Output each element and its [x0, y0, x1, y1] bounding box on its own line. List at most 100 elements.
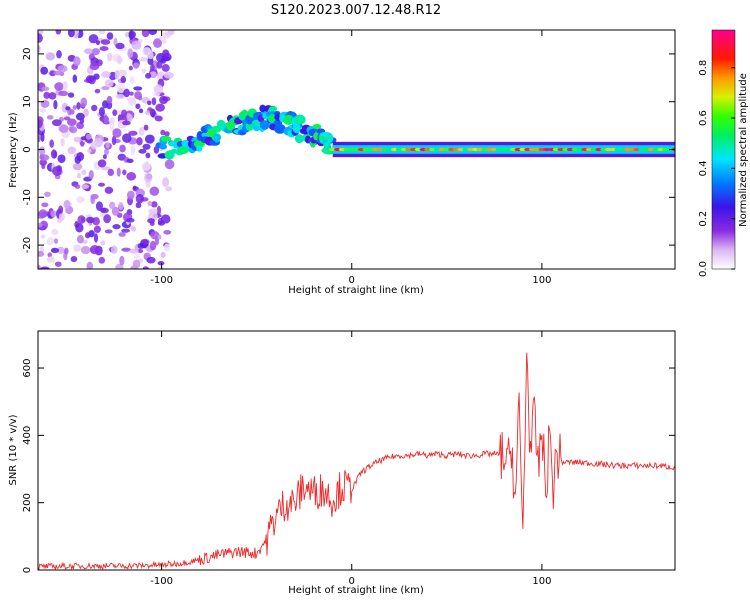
noise-blob	[118, 232, 126, 237]
ridge-blob	[313, 132, 320, 141]
noise-blob	[67, 92, 75, 98]
noise-blob	[129, 76, 135, 84]
noise-blob	[159, 95, 168, 105]
noise-blob	[85, 134, 92, 140]
snr-y-ticks: 0 200 400 600	[22, 358, 675, 573]
ridge-blob	[201, 132, 209, 138]
noise-blob	[63, 116, 71, 121]
noise-blob	[109, 122, 115, 132]
noise-blob	[147, 57, 154, 66]
ridge-blob	[292, 123, 301, 134]
noise-blob	[38, 251, 45, 257]
noise-blob	[72, 74, 78, 83]
noise-blob	[137, 248, 144, 254]
noise-blob	[38, 134, 41, 143]
noise-blob	[45, 52, 55, 61]
noise-blob	[95, 201, 103, 212]
noise-blob	[80, 136, 88, 141]
snr-frame	[37, 330, 676, 571]
colorbar-gradient	[711, 29, 736, 270]
noise-blob	[123, 88, 130, 98]
noise-blob	[129, 91, 134, 96]
noise-blob	[162, 177, 170, 187]
snr-y-tick-label: 200	[22, 493, 33, 512]
noise-blob	[93, 233, 99, 243]
noise-blob	[115, 94, 125, 99]
noise-blob	[75, 223, 84, 233]
noise-blob	[111, 135, 117, 146]
noise-blob	[148, 30, 157, 35]
spectrogram-y-tick-label: 10	[22, 95, 33, 108]
noise-blob	[113, 37, 118, 46]
noise-blob	[149, 240, 157, 251]
ridge-blob	[293, 114, 306, 125]
ridge-blob	[323, 141, 330, 148]
noise-blob	[91, 48, 101, 56]
noise-blob	[112, 224, 121, 230]
noise-blob	[127, 48, 134, 59]
noise-blob	[88, 169, 94, 180]
ridge-blob	[196, 144, 203, 152]
noise-blob	[83, 108, 89, 117]
noise-blob	[70, 255, 78, 263]
noise-blob	[153, 146, 160, 154]
noise-blob	[137, 95, 143, 101]
noise-blob	[135, 193, 144, 204]
noise-blob	[81, 184, 90, 190]
noise-blob	[93, 225, 102, 233]
noise-blob	[126, 96, 136, 103]
noise-blob	[133, 62, 140, 69]
noise-blob	[38, 146, 46, 156]
ridge-blob	[177, 146, 189, 155]
spectrogram-x-tick-label: 100	[532, 275, 551, 286]
noise-blob	[121, 120, 131, 126]
noise-blob	[51, 228, 59, 236]
noise-blob	[119, 144, 126, 153]
noise-blob	[155, 103, 165, 112]
noise-blob	[101, 71, 111, 78]
noise-blob	[126, 190, 135, 200]
noise-blob	[102, 154, 107, 160]
spectrogram-x-label: Height of straight line (km)	[288, 285, 424, 296]
snr-x-ticks: -100 0 100	[150, 331, 551, 587]
noise-blob	[60, 138, 65, 147]
noise-blob	[73, 136, 82, 143]
noise-blob	[90, 141, 98, 150]
noise-blob	[163, 229, 172, 235]
noise-blob	[39, 154, 50, 161]
noise-blob	[43, 91, 51, 99]
noise-blob	[98, 106, 105, 117]
noise-blob	[48, 92, 57, 100]
noise-blob	[160, 251, 166, 258]
noise-blob	[118, 201, 124, 210]
noise-blob	[74, 156, 81, 164]
noise-blob	[40, 99, 50, 108]
noise-blob	[124, 31, 129, 38]
noise-blob	[98, 256, 106, 264]
noise-blob	[107, 168, 114, 177]
noise-blob	[156, 60, 163, 69]
noise-blob	[98, 30, 106, 35]
spectrogram-y-ticks: -20 -10 0 10 20	[22, 48, 675, 253]
snr-y-tick-label: 600	[22, 358, 33, 377]
noise-blob	[50, 247, 60, 254]
noise-blob	[81, 169, 87, 176]
noise-blob	[54, 82, 64, 91]
noise-blob	[46, 115, 54, 120]
ridge-blob	[211, 125, 222, 133]
noise-blob	[99, 46, 109, 52]
noise-blob	[119, 255, 125, 266]
ridge-blob	[268, 106, 278, 112]
noise-blob	[73, 56, 81, 67]
noise-blob	[161, 64, 170, 72]
noise-blob	[88, 34, 99, 44]
noise-blob	[69, 109, 75, 115]
noise-blob	[122, 169, 127, 176]
colorbar-label: Normalized spectral amplitude	[738, 73, 749, 227]
noise-blob	[77, 215, 86, 224]
noise-blob	[58, 90, 69, 97]
noise-blob	[72, 162, 83, 171]
noise-blob	[74, 184, 81, 189]
noise-blob	[150, 64, 155, 72]
